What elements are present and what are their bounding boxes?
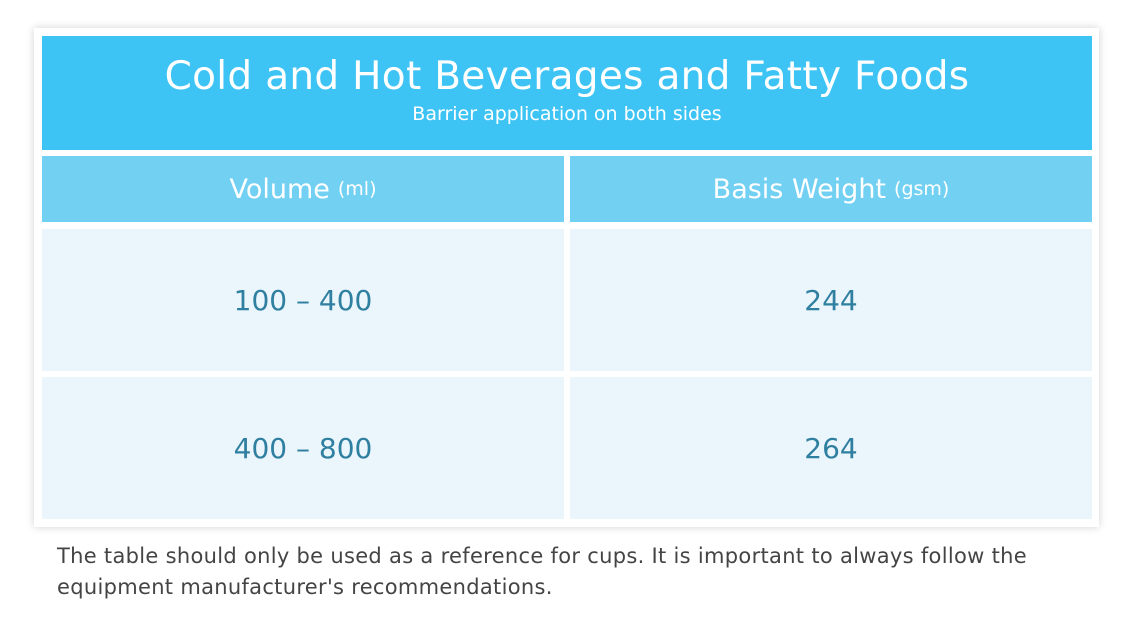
column-header: Volume (ml): [42, 156, 564, 222]
column-unit: (gsm): [894, 178, 950, 200]
table-cell: 100 – 400: [42, 229, 564, 371]
footnote: The table should only be used as a refer…: [57, 544, 1027, 599]
column-name: Basis Weight: [712, 173, 887, 205]
column-name: Volume: [229, 173, 330, 205]
table-title: Cold and Hot Beverages and Fatty Foods: [164, 54, 970, 99]
table-cell: 400 – 800: [42, 377, 564, 519]
table-subtitle: Barrier application on both sides: [412, 103, 722, 125]
table-header-band: Cold and Hot Beverages and Fatty Foods B…: [42, 36, 1092, 150]
table-cell: 264: [570, 377, 1092, 519]
column-header: Basis Weight (gsm): [570, 156, 1092, 222]
column-unit: (ml): [337, 178, 377, 200]
table-cell: 244: [570, 229, 1092, 371]
